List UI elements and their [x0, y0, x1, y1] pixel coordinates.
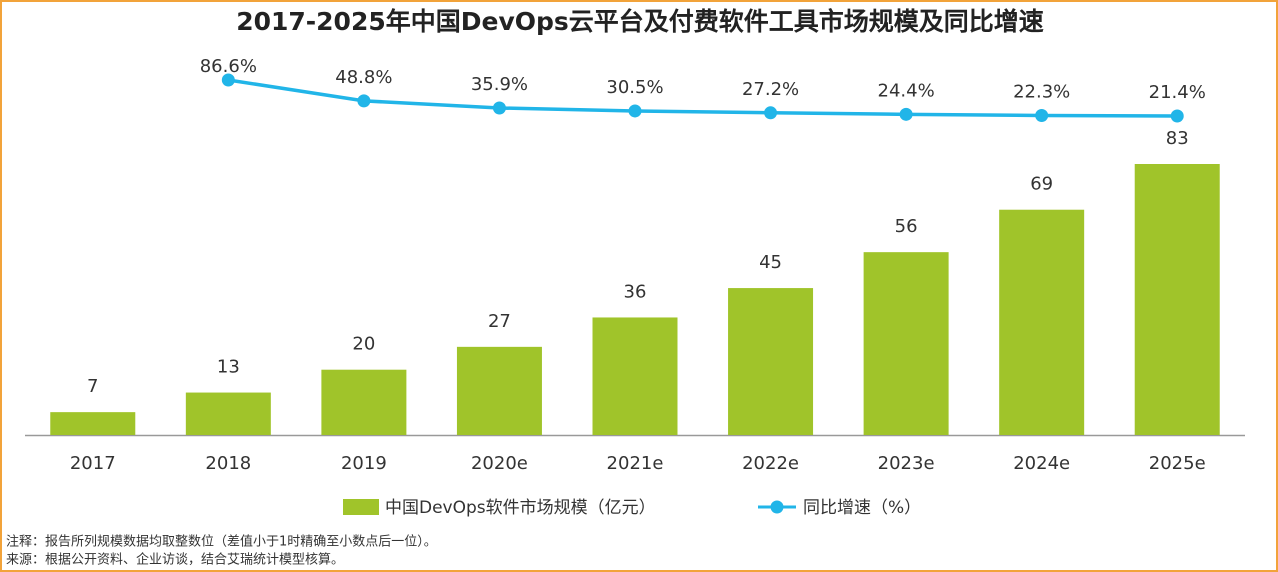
data-label: 86.6%	[200, 56, 257, 77]
data-label: 69	[1030, 174, 1053, 195]
legend-swatch-bar	[343, 499, 379, 515]
x-tick-label: 2019	[341, 453, 387, 474]
data-label: 21.4%	[1149, 82, 1206, 103]
line-point	[764, 106, 778, 120]
bar	[185, 392, 271, 435]
bar	[999, 209, 1085, 435]
note: 注释：报告所列规模数据均取整数位（差值小于1时精确至小数点后一位）。	[6, 534, 437, 550]
legend-label: 同比增速（%）	[803, 498, 921, 518]
legend-swatch-dot	[770, 500, 784, 514]
bar	[728, 288, 814, 435]
x-tick-label: 2025e	[1149, 453, 1206, 474]
data-label: 56	[895, 216, 918, 237]
bar	[50, 412, 136, 435]
bar	[863, 252, 949, 435]
x-tick-label: 2022e	[742, 453, 799, 474]
line-point	[221, 73, 235, 87]
bar	[321, 369, 407, 435]
x-tick-label: 2018	[205, 453, 251, 474]
line-point	[628, 104, 642, 118]
data-label: 24.4%	[878, 80, 935, 101]
data-label: 22.3%	[1013, 81, 1070, 102]
x-tick-label: 2024e	[1013, 453, 1070, 474]
x-tick-label: 2023e	[878, 453, 935, 474]
line-point	[357, 94, 371, 108]
data-label: 13	[217, 357, 240, 378]
line	[228, 78, 1178, 118]
data-label: 20	[352, 334, 375, 355]
data-label: 7	[87, 376, 98, 397]
line-point	[1170, 109, 1184, 123]
data-label: 30.5%	[606, 77, 663, 98]
data-label: 48.8%	[335, 67, 392, 88]
x-tick-label: 2020e	[471, 453, 528, 474]
line-point	[1035, 108, 1049, 122]
legend-label: 中国DevOps软件市场规模（亿元）	[385, 498, 656, 518]
data-label: 27	[488, 311, 511, 332]
x-tick-label: 2017	[70, 453, 116, 474]
data-label: 45	[759, 252, 782, 273]
data-label: 36	[624, 281, 647, 302]
bar	[592, 317, 678, 435]
line-point	[899, 107, 913, 121]
data-label: 35.9%	[471, 74, 528, 95]
line-point	[492, 101, 506, 115]
data-label: 83	[1166, 128, 1189, 149]
bar	[456, 346, 542, 435]
chart-title: 2017-2025年中国DevOps云平台及付费软件工具市场规模及同比增速	[236, 7, 1044, 36]
bar	[1134, 164, 1220, 435]
data-label: 27.2%	[742, 79, 799, 100]
note: 来源：根据公开资料、企业访谈，结合艾瑞统计模型核算。	[6, 552, 344, 568]
x-tick-label: 2021e	[607, 453, 664, 474]
